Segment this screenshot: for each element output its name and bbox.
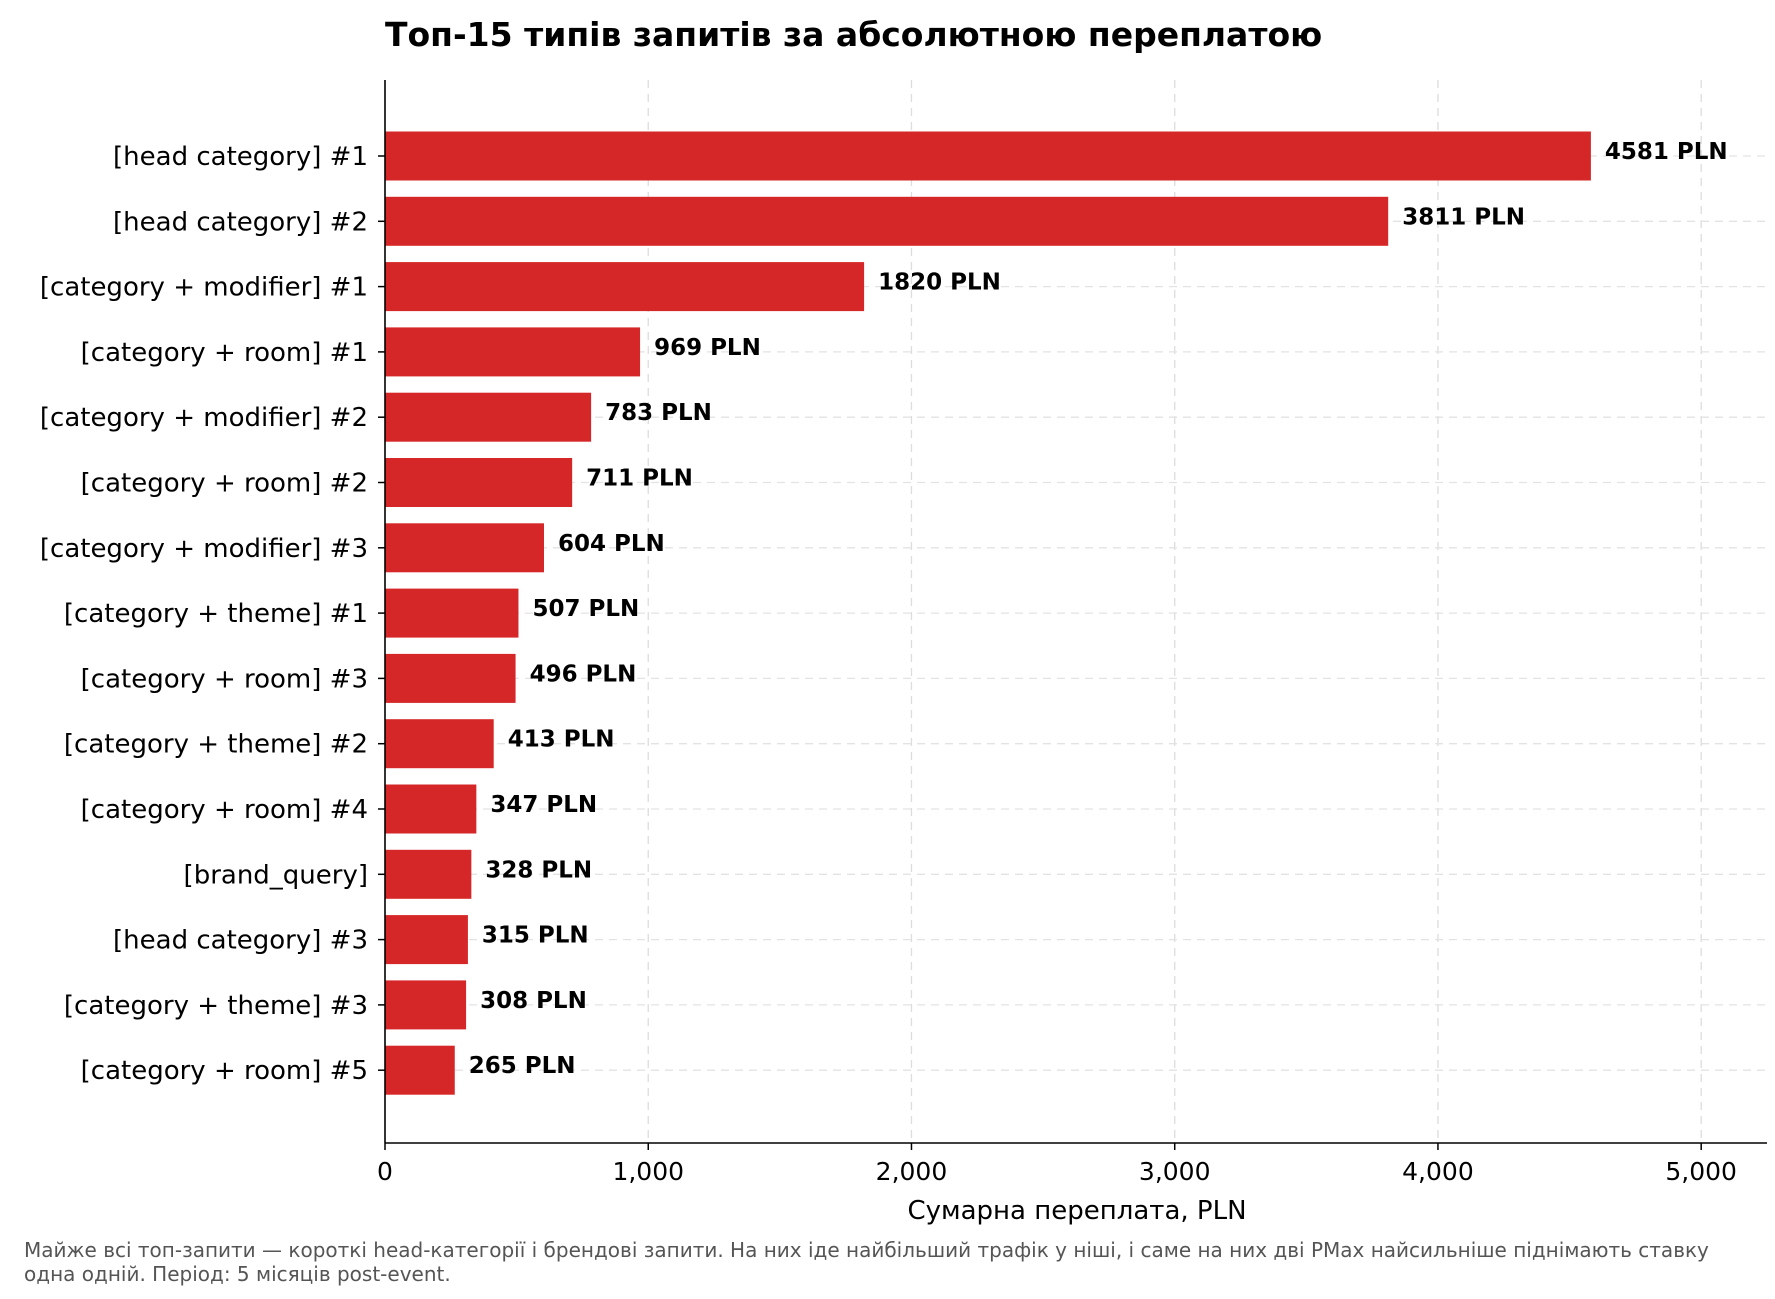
value-label: 328 PLN bbox=[485, 857, 592, 883]
bar bbox=[385, 980, 467, 1030]
category-label: [category + room] #2 bbox=[81, 469, 368, 499]
bar bbox=[385, 131, 1591, 181]
bars bbox=[385, 131, 1591, 1095]
value-label: 413 PLN bbox=[508, 727, 615, 753]
bar bbox=[385, 392, 592, 442]
category-label: [category + room] #1 bbox=[81, 338, 368, 368]
value-label: 969 PLN bbox=[654, 335, 761, 361]
bar bbox=[385, 588, 519, 638]
value-label: 496 PLN bbox=[530, 661, 637, 687]
category-label: [head category] #3 bbox=[113, 926, 368, 956]
value-label: 3811 PLN bbox=[1402, 204, 1525, 230]
value-label: 711 PLN bbox=[586, 466, 693, 492]
x-tick-label: 0 bbox=[377, 1157, 393, 1186]
x-tick-label: 2,000 bbox=[876, 1157, 948, 1186]
category-label: [category + theme] #3 bbox=[64, 991, 368, 1021]
chart-title: Топ-15 типів запитів за абсолютною переп… bbox=[385, 15, 1322, 54]
value-label: 4581 PLN bbox=[1605, 139, 1728, 165]
x-tick-label: 5,000 bbox=[1665, 1157, 1737, 1186]
category-label: [category + room] #4 bbox=[81, 795, 368, 825]
bar bbox=[385, 653, 516, 703]
category-label: [brand_query] bbox=[184, 860, 368, 890]
category-label: [category + theme] #2 bbox=[64, 730, 368, 760]
value-labels: 4581 PLN 3811 PLN 1820 PLN 969 PLN 783 PLN 71… bbox=[469, 139, 1728, 1079]
category-labels: [head category] #1 [head category] #2 [cat… bbox=[40, 142, 368, 1086]
category-label: [head category] #2 bbox=[113, 207, 368, 237]
bar bbox=[385, 196, 1389, 246]
x-tick-label: 3,000 bbox=[1139, 1157, 1211, 1186]
value-label: 308 PLN bbox=[480, 988, 587, 1014]
category-label: [category + modifier] #1 bbox=[40, 273, 368, 303]
bar bbox=[385, 1045, 455, 1095]
bar-chart: Топ-15 типів запитів за абсолютною переп… bbox=[40, 15, 1767, 1226]
value-label: 265 PLN bbox=[469, 1053, 576, 1079]
bar bbox=[385, 262, 865, 312]
value-label: 604 PLN bbox=[558, 531, 665, 557]
x-tick-label: 1,000 bbox=[612, 1157, 684, 1186]
bar bbox=[385, 784, 477, 834]
value-label: 347 PLN bbox=[490, 792, 597, 818]
x-tick-label: 4,000 bbox=[1402, 1157, 1474, 1186]
axes: 0 1,000 2,000 3,000 4,000 5,000 bbox=[377, 80, 1767, 1186]
value-label: 1820 PLN bbox=[878, 270, 1001, 296]
bar bbox=[385, 849, 472, 899]
footnote: Майже всі топ-запити — короткі head-кате… bbox=[24, 1238, 1709, 1286]
category-label: [category + room] #5 bbox=[81, 1056, 368, 1086]
grid bbox=[385, 80, 1767, 1143]
bar bbox=[385, 523, 544, 573]
value-label: 783 PLN bbox=[605, 400, 712, 426]
value-label: 315 PLN bbox=[482, 923, 589, 949]
bar bbox=[385, 719, 494, 769]
category-label: [head category] #1 bbox=[113, 142, 368, 172]
bar bbox=[385, 458, 573, 507]
category-label: [category + modifier] #3 bbox=[40, 534, 368, 564]
bar bbox=[385, 327, 641, 377]
value-label: 507 PLN bbox=[532, 596, 639, 622]
category-label: [category + modifier] #2 bbox=[40, 403, 368, 433]
x-axis-title: Сумарна переплата, PLN bbox=[907, 1196, 1246, 1226]
category-label: [category + theme] #1 bbox=[64, 599, 368, 629]
bar bbox=[385, 915, 468, 965]
category-label: [category + room] #3 bbox=[81, 664, 368, 694]
